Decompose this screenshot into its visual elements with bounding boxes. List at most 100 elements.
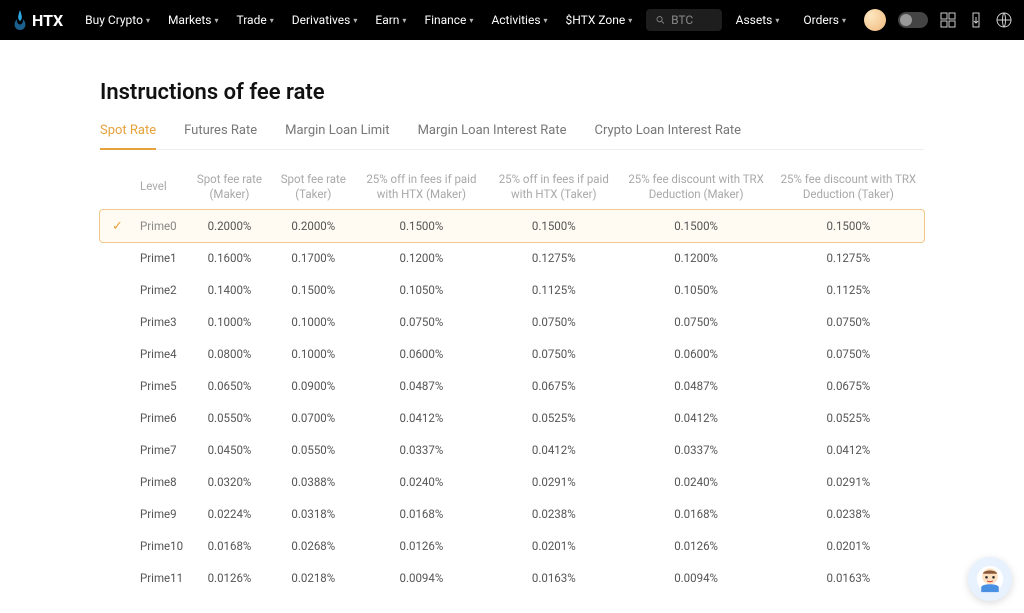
table-row[interactable]: Prime70.0450%0.0550%0.0337%0.0412%0.0337…	[100, 434, 924, 466]
col-header: 25% fee discount with TRX Deduction (Tak…	[773, 164, 924, 210]
table-row[interactable]: Prime110.0126%0.0218%0.0094%0.0163%0.009…	[100, 562, 924, 594]
table-cell: 0.0525%	[773, 402, 924, 434]
table-cell: 0.0238%	[488, 498, 619, 530]
nav-item-buy-crypto[interactable]: Buy Crypto▾	[79, 13, 156, 27]
table-cell: 0.0412%	[619, 402, 772, 434]
table-cell: 0.1500%	[272, 274, 355, 306]
top-navigation: HTX Buy Crypto▾ Markets▾ Trade▾ Derivatives…	[0, 0, 1024, 40]
nav-item--htx-zone[interactable]: $HTX Zone▾	[560, 13, 639, 27]
nav-item-markets[interactable]: Markets▾	[162, 13, 225, 27]
table-cell: 0.2000%	[272, 210, 355, 242]
table-cell: 0.0268%	[272, 530, 355, 562]
table-cell: 0.1500%	[773, 210, 924, 242]
table-row[interactable]: Prime90.0224%0.0318%0.0168%0.0238%0.0168…	[100, 498, 924, 530]
tabs: Spot Rate Futures Rate Margin Loan Limit Ma…	[100, 123, 924, 150]
nav-orders[interactable]: Orders▾	[797, 13, 852, 27]
col-header: 25% fee discount with TRX Deduction (Mak…	[619, 164, 772, 210]
table-cell: 0.0450%	[187, 434, 272, 466]
nav-item-activities[interactable]: Activities▾	[485, 13, 553, 27]
table-cell: 0.1200%	[619, 242, 772, 274]
table-row[interactable]: Prime40.0800%0.1000%0.0600%0.0750%0.0600…	[100, 338, 924, 370]
nav-item-trade[interactable]: Trade▾	[231, 13, 280, 27]
tab-spot-rate[interactable]: Spot Rate	[100, 123, 156, 150]
nav-item-finance[interactable]: Finance▾	[418, 13, 479, 27]
table-cell: 0.1125%	[488, 274, 619, 306]
table-cell: 0.0291%	[488, 466, 619, 498]
table-cell: 0.1050%	[355, 274, 488, 306]
table-cell: 0.0126%	[355, 530, 488, 562]
table-cell: 0.0337%	[619, 434, 772, 466]
table-cell: 0.0168%	[355, 498, 488, 530]
search-input[interactable]	[671, 13, 712, 27]
table-cell: 0.1050%	[619, 274, 772, 306]
download-icon[interactable]	[968, 12, 984, 28]
table-cell: Prime5	[100, 370, 187, 402]
tab-crypto-loan-interest-rate[interactable]: Crypto Loan Interest Rate	[595, 123, 742, 149]
user-avatar[interactable]	[864, 9, 886, 31]
table-cell: 0.0550%	[187, 402, 272, 434]
table-cell: 0.0168%	[619, 498, 772, 530]
table-row[interactable]: ✓Prime00.2000%0.2000%0.1500%0.1500%0.150…	[100, 210, 924, 242]
table-cell: 0.1200%	[355, 242, 488, 274]
tab-margin-loan-interest-rate[interactable]: Margin Loan Interest Rate	[418, 123, 567, 149]
table-cell: 0.0412%	[488, 434, 619, 466]
table-row[interactable]: Prime100.0168%0.0268%0.0126%0.0201%0.012…	[100, 530, 924, 562]
table-cell: Prime8	[100, 466, 187, 498]
table-cell: ✓Prime0	[100, 210, 187, 242]
table-row[interactable]: Prime20.1400%0.1500%0.1050%0.1125%0.1050…	[100, 274, 924, 306]
table-cell: 0.0388%	[272, 466, 355, 498]
tab-futures-rate[interactable]: Futures Rate	[184, 123, 257, 149]
table-row[interactable]: Prime10.1600%0.1700%0.1200%0.1275%0.1200…	[100, 242, 924, 274]
nav-item-earn[interactable]: Earn▾	[369, 13, 412, 27]
table-cell: Prime2	[100, 274, 187, 306]
table-cell: Prime11	[100, 562, 187, 594]
nav-right: Assets▾ Orders▾	[730, 9, 1012, 31]
brand-logo[interactable]: HTX	[12, 10, 63, 30]
table-cell: Prime7	[100, 434, 187, 466]
table-row[interactable]: Prime50.0650%0.0900%0.0487%0.0675%0.0487…	[100, 370, 924, 402]
table-cell: 0.0337%	[355, 434, 488, 466]
brand-text: HTX	[32, 11, 63, 30]
table-cell: 0.0900%	[272, 370, 355, 402]
table-row[interactable]: Prime30.1000%0.1000%0.0750%0.0750%0.0750…	[100, 306, 924, 338]
table-cell: 0.0240%	[619, 466, 772, 498]
table-cell: 0.0550%	[272, 434, 355, 466]
table-cell: 0.0700%	[272, 402, 355, 434]
table-cell: 0.0600%	[619, 338, 772, 370]
table-cell: 0.0168%	[187, 530, 272, 562]
table-row[interactable]: Prime80.0320%0.0388%0.0240%0.0291%0.0240…	[100, 466, 924, 498]
search-icon	[656, 14, 665, 26]
table-cell: 0.0201%	[773, 530, 924, 562]
table-cell: 0.1000%	[272, 338, 355, 370]
table-row[interactable]: Prime60.0550%0.0700%0.0412%0.0525%0.0412…	[100, 402, 924, 434]
table-cell: 0.0094%	[355, 562, 488, 594]
table-cell: 0.0320%	[187, 466, 272, 498]
table-cell: 0.0487%	[619, 370, 772, 402]
table-cell: Prime4	[100, 338, 187, 370]
table-cell: 0.0525%	[488, 402, 619, 434]
chat-widget[interactable]	[968, 557, 1012, 601]
fee-table: LevelSpot fee rate (Maker)Spot fee rate …	[100, 164, 924, 594]
main-nav: Buy Crypto▾ Markets▾ Trade▾ Derivatives▾ Ear…	[79, 13, 638, 27]
table-cell: 0.0675%	[773, 370, 924, 402]
table-cell: 0.1500%	[355, 210, 488, 242]
table-cell: 0.0238%	[773, 498, 924, 530]
globe-icon[interactable]	[996, 12, 1012, 28]
table-cell: Prime1	[100, 242, 187, 274]
theme-toggle[interactable]	[898, 12, 928, 28]
grid-icon[interactable]	[940, 12, 956, 28]
table-cell: 0.0750%	[619, 306, 772, 338]
flame-icon	[12, 10, 28, 30]
table-cell: Prime6	[100, 402, 187, 434]
table-cell: 0.0218%	[272, 562, 355, 594]
col-header: 25% off in fees if paid with HTX (Taker)	[488, 164, 619, 210]
tab-margin-loan-limit[interactable]: Margin Loan Limit	[285, 123, 389, 149]
col-header: Spot fee rate (Maker)	[187, 164, 272, 210]
nav-item-derivatives[interactable]: Derivatives▾	[286, 13, 364, 27]
table-cell: 0.1275%	[773, 242, 924, 274]
table-cell: 0.0094%	[619, 562, 772, 594]
table-cell: 0.1500%	[619, 210, 772, 242]
nav-assets[interactable]: Assets▾	[730, 13, 786, 27]
table-cell: 0.0750%	[488, 338, 619, 370]
search-box[interactable]	[646, 9, 721, 31]
